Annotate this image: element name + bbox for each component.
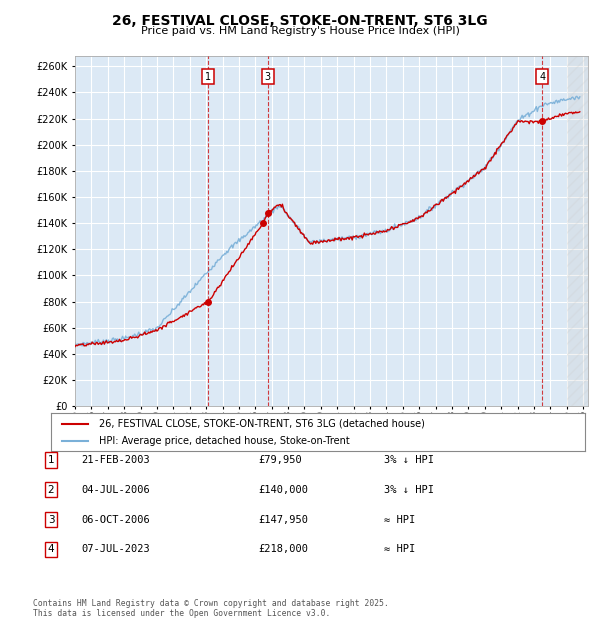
Text: 3: 3: [265, 72, 271, 82]
Bar: [566, 56, 591, 406]
Text: 07-JUL-2023: 07-JUL-2023: [81, 544, 150, 554]
Text: ≈ HPI: ≈ HPI: [384, 515, 415, 525]
Text: £140,000: £140,000: [258, 485, 308, 495]
Text: £79,950: £79,950: [258, 455, 302, 465]
Text: 3% ↓ HPI: 3% ↓ HPI: [384, 455, 434, 465]
Text: 3% ↓ HPI: 3% ↓ HPI: [384, 485, 434, 495]
Text: Contains HM Land Registry data © Crown copyright and database right 2025.
This d: Contains HM Land Registry data © Crown c…: [33, 599, 389, 618]
Text: HPI: Average price, detached house, Stoke-on-Trent: HPI: Average price, detached house, Stok…: [99, 436, 350, 446]
Text: 1: 1: [205, 72, 211, 82]
Text: 26, FESTIVAL CLOSE, STOKE-ON-TRENT, ST6 3LG: 26, FESTIVAL CLOSE, STOKE-ON-TRENT, ST6 …: [112, 14, 488, 28]
Text: 26, FESTIVAL CLOSE, STOKE-ON-TRENT, ST6 3LG (detached house): 26, FESTIVAL CLOSE, STOKE-ON-TRENT, ST6 …: [99, 418, 425, 428]
Text: 4: 4: [47, 544, 55, 554]
Text: 2: 2: [47, 485, 55, 495]
Text: 4: 4: [539, 72, 545, 82]
Text: ≈ HPI: ≈ HPI: [384, 544, 415, 554]
Text: £218,000: £218,000: [258, 544, 308, 554]
Text: £147,950: £147,950: [258, 515, 308, 525]
Text: 04-JUL-2006: 04-JUL-2006: [81, 485, 150, 495]
Text: 21-FEB-2003: 21-FEB-2003: [81, 455, 150, 465]
Text: 1: 1: [47, 455, 55, 465]
Text: 06-OCT-2006: 06-OCT-2006: [81, 515, 150, 525]
Text: 3: 3: [47, 515, 55, 525]
Text: Price paid vs. HM Land Registry's House Price Index (HPI): Price paid vs. HM Land Registry's House …: [140, 26, 460, 36]
